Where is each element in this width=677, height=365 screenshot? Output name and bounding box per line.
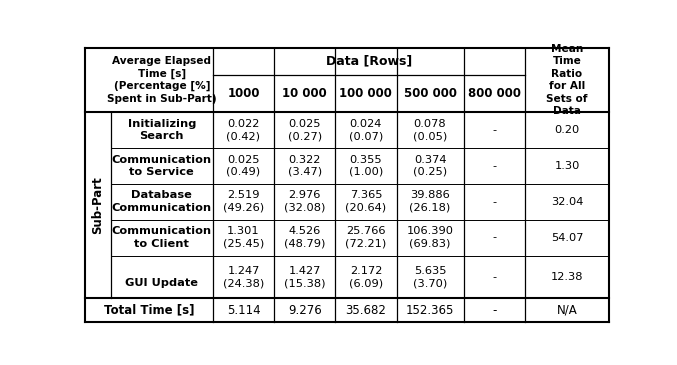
Text: 100 000: 100 000: [339, 87, 393, 100]
Text: Average Elapsed
Time [s]
(Percentage [%]
Spent in Sub-Part): Average Elapsed Time [s] (Percentage [%]…: [107, 56, 217, 104]
Text: -: -: [492, 125, 496, 135]
Text: 12.38: 12.38: [551, 272, 584, 282]
Text: 2.519
(49.26): 2.519 (49.26): [223, 191, 264, 213]
Text: Total Time [s]: Total Time [s]: [104, 304, 194, 316]
Text: 152.365: 152.365: [406, 304, 454, 316]
Text: 54.07: 54.07: [551, 233, 584, 243]
Text: -: -: [492, 161, 496, 171]
Text: 1.30: 1.30: [554, 161, 580, 171]
Text: N/A: N/A: [556, 304, 577, 316]
Text: -: -: [492, 272, 496, 282]
Text: Mean
Time
Ratio
for All
Sets of
Data: Mean Time Ratio for All Sets of Data: [546, 44, 588, 116]
Text: 1000: 1000: [227, 87, 260, 100]
Text: 9.276: 9.276: [288, 304, 322, 316]
Text: 10 000: 10 000: [282, 87, 327, 100]
Text: 4.526
(48.79): 4.526 (48.79): [284, 226, 326, 249]
Text: -: -: [492, 233, 496, 243]
Text: 2.172
(6.09): 2.172 (6.09): [349, 266, 383, 288]
Text: 500 000: 500 000: [403, 87, 456, 100]
Text: 32.04: 32.04: [551, 197, 583, 207]
Text: 0.078
(0.05): 0.078 (0.05): [413, 119, 447, 141]
Text: 0.025
(0.49): 0.025 (0.49): [226, 154, 261, 177]
Text: Communication
to Client: Communication to Client: [112, 226, 212, 249]
Text: -: -: [492, 197, 496, 207]
Text: 106.390
(69.83): 106.390 (69.83): [406, 226, 454, 249]
Text: 5.114: 5.114: [227, 304, 260, 316]
Text: 2.976
(32.08): 2.976 (32.08): [284, 191, 326, 213]
Text: 0.322
(3.47): 0.322 (3.47): [288, 154, 322, 177]
Text: 1.427
(15.38): 1.427 (15.38): [284, 266, 326, 288]
Text: GUI Update: GUI Update: [125, 266, 198, 288]
Text: Initializing
Search: Initializing Search: [128, 119, 196, 141]
Text: 35.682: 35.682: [345, 304, 387, 316]
Text: 0.20: 0.20: [554, 125, 580, 135]
Text: 0.025
(0.27): 0.025 (0.27): [288, 119, 322, 141]
Text: 0.022
(0.42): 0.022 (0.42): [227, 119, 261, 141]
Text: 0.024
(0.07): 0.024 (0.07): [349, 119, 383, 141]
Text: Database
Communication: Database Communication: [112, 191, 212, 213]
Text: Communication
to Service: Communication to Service: [112, 154, 212, 177]
Text: Data [Rows]: Data [Rows]: [326, 55, 412, 68]
Text: 5.635
(3.70): 5.635 (3.70): [413, 266, 447, 288]
Text: 1.247
(24.38): 1.247 (24.38): [223, 266, 264, 288]
Text: 1.301
(25.45): 1.301 (25.45): [223, 226, 264, 249]
Text: 0.374
(0.25): 0.374 (0.25): [413, 154, 447, 177]
Text: 7.365
(20.64): 7.365 (20.64): [345, 191, 387, 213]
Text: 39.886
(26.18): 39.886 (26.18): [410, 191, 451, 213]
Text: 0.355
(1.00): 0.355 (1.00): [349, 154, 383, 177]
Text: 800 000: 800 000: [468, 87, 521, 100]
Text: -: -: [492, 304, 496, 316]
Text: Sub-Part: Sub-Part: [91, 176, 104, 234]
Text: 25.766
(72.21): 25.766 (72.21): [345, 226, 387, 249]
